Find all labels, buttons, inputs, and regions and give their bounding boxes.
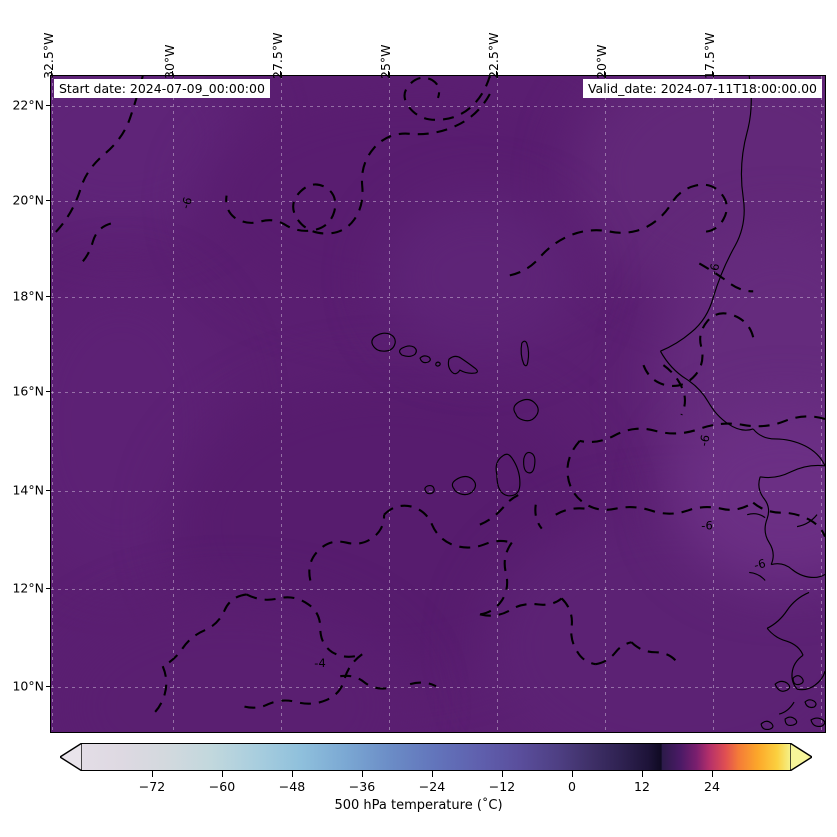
- x-axis-tickmark: [712, 71, 713, 75]
- colorbar-tick: [432, 771, 433, 777]
- gridline-vertical: [52, 76, 53, 732]
- gridline-vertical: [281, 76, 282, 732]
- colorbar-tick: [222, 771, 223, 777]
- y-axis-tick-label: 16°N: [12, 383, 44, 399]
- colorbar-tick-label: −48: [278, 779, 306, 794]
- gridline-vertical: [497, 76, 498, 732]
- gridline-vertical: [605, 76, 606, 732]
- x-axis-tickmark: [280, 71, 281, 75]
- x-axis-tick-label: 27.5°W: [270, 32, 285, 79]
- gridline-vertical: [821, 76, 822, 732]
- gridline-horizontal: [51, 491, 825, 492]
- x-axis-tickmark: [388, 71, 389, 75]
- gridline-vertical: [713, 76, 714, 732]
- colorbar-tick: [712, 771, 713, 777]
- valid-date-banner: Valid_date: 2024-07-11T18:00:00.00: [582, 79, 822, 98]
- colorbar-tick: [572, 771, 573, 777]
- gridline-horizontal: [51, 589, 825, 590]
- y-axis-tick-label: 10°N: [12, 678, 44, 694]
- x-axis-tickmark: [496, 71, 497, 75]
- colorbar-tick-label: −60: [208, 779, 236, 794]
- colorbar-tick: [152, 771, 153, 777]
- colorbar[interactable]: −72 −60 −48 −36 −24 −12 0 12 24 500 hPa temperat…: [0, 740, 837, 837]
- colorbar-extend-left-arrow: [60, 743, 82, 771]
- x-axis-tick-label: 20°W: [594, 44, 609, 79]
- gridline-horizontal: [51, 392, 825, 393]
- gridline-horizontal: [51, 687, 825, 688]
- colorbar-title: 500 hPa temperature (˚C): [334, 798, 503, 813]
- colorbar-tick-label: 0: [568, 779, 576, 794]
- colorbar-tick: [292, 771, 293, 777]
- x-axis-tick-label: 25°W: [378, 44, 393, 79]
- y-axis-tickmark: [46, 391, 50, 392]
- x-axis-tick-label: 30°W: [162, 44, 177, 79]
- colorbar-tick: [362, 771, 363, 777]
- colorbar-tick-label: −24: [418, 779, 446, 794]
- x-axis-tick-label: 17.5°W: [702, 32, 717, 79]
- y-axis-tickmark: [46, 490, 50, 491]
- colorbar-tick: [502, 771, 503, 777]
- colorbar-extend-right-arrow: [790, 743, 812, 771]
- map-axes[interactable]: -6 -6 -6 -6 -6 -4 Start date: 2024-07-09…: [50, 75, 826, 733]
- x-axis-tick-label: 22.5°W: [486, 32, 501, 79]
- colorbar-gradient: [82, 743, 790, 771]
- x-axis-tickmark: [604, 71, 605, 75]
- start-date-banner: Start date: 2024-07-09_00:00:00: [54, 79, 270, 98]
- y-axis-tick-label: 20°N: [12, 192, 44, 208]
- colorbar-tick-label: −12: [488, 779, 516, 794]
- y-axis-tick-label: 12°N: [12, 580, 44, 596]
- y-axis-tick-label: 18°N: [12, 288, 44, 304]
- y-axis-tickmark: [46, 105, 50, 106]
- y-axis-tickmark: [46, 588, 50, 589]
- gridline-horizontal: [51, 106, 825, 107]
- colorbar-tick-label: −72: [138, 779, 166, 794]
- colorbar-tick: [642, 771, 643, 777]
- colorbar-tick-label: 12: [634, 779, 650, 794]
- colorbar-tick-label: 24: [704, 779, 720, 794]
- gridline-vertical: [389, 76, 390, 732]
- y-axis-tick-label: 22°N: [12, 97, 44, 113]
- gridline-horizontal: [51, 201, 825, 202]
- y-axis-tickmark: [46, 296, 50, 297]
- x-axis-tickmark: [172, 71, 173, 75]
- gridline-vertical: [173, 76, 174, 732]
- y-axis-tickmark: [46, 200, 50, 201]
- x-axis-tick-label: 32.5°W: [41, 32, 56, 79]
- gridline-horizontal: [51, 297, 825, 298]
- x-axis-tickmark: [51, 71, 52, 75]
- colorbar-tick-label: −36: [348, 779, 376, 794]
- y-axis-tick-label: 14°N: [12, 482, 44, 498]
- temperature-field: [51, 76, 825, 732]
- y-axis-tickmark: [46, 686, 50, 687]
